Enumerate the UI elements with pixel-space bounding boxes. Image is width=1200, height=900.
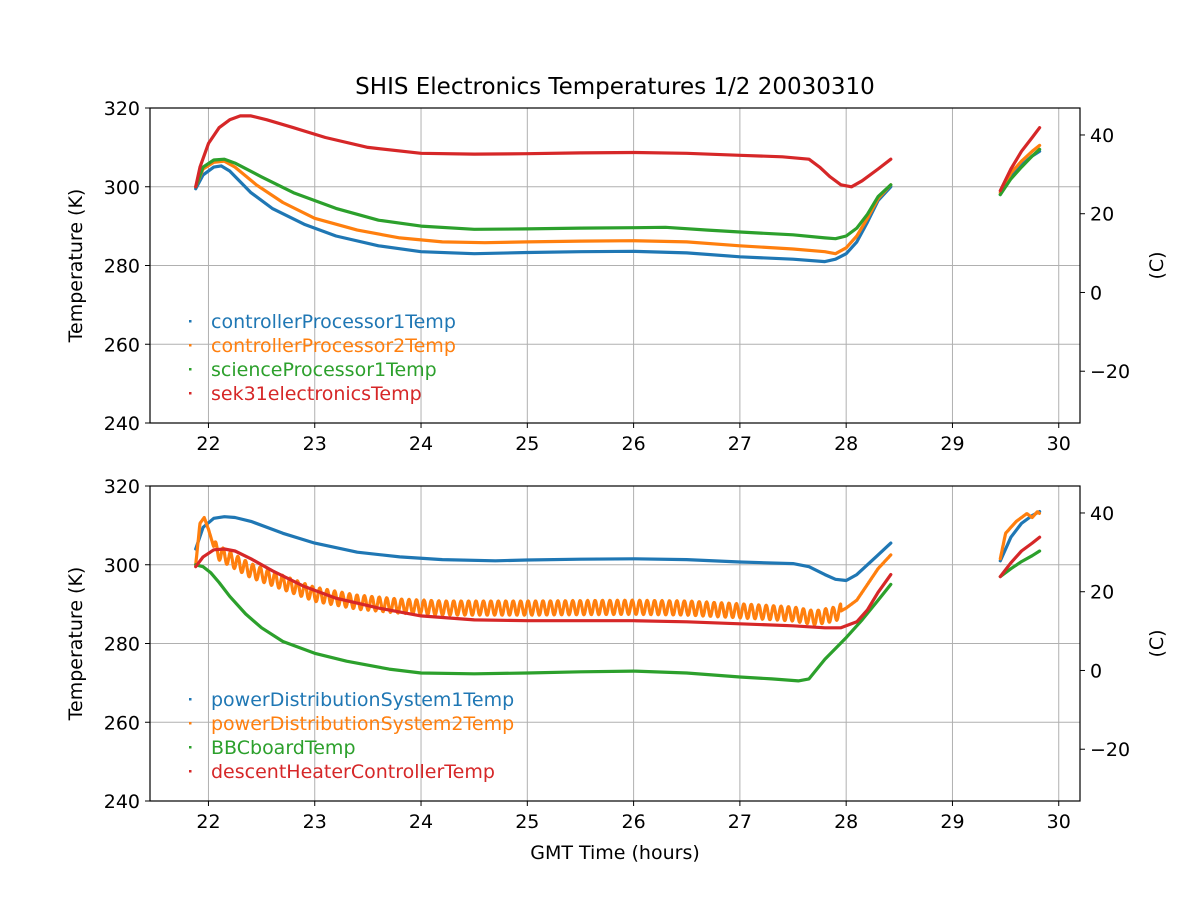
top-legend-marker bbox=[189, 368, 192, 371]
bottom-legend-marker bbox=[189, 698, 192, 701]
top-x-tick-label: 29 bbox=[940, 433, 964, 455]
bottom-series-BBCboardTemp-segment-2 bbox=[998, 549, 1042, 579]
bottom-x-tick-label: 28 bbox=[834, 811, 858, 833]
bottom-y2-axis-label: (C) bbox=[1146, 629, 1168, 657]
top-series-sek31electronicsTemp-segment-1 bbox=[194, 114, 893, 189]
top-x-tick-label: 26 bbox=[622, 433, 646, 455]
top-x-tick-label: 23 bbox=[303, 433, 327, 455]
top-y2-ticks: −20 0 20 40 bbox=[1080, 125, 1130, 383]
top-y2-axis-label: (C) bbox=[1146, 251, 1168, 279]
bottom-y-tick-label: 260 bbox=[104, 712, 140, 734]
bottom-legend-label: BBCboardTemp bbox=[211, 737, 356, 759]
top-legend-label: controllerProcessor1Temp bbox=[211, 311, 456, 333]
top-legend: controllerProcessor1TempcontrollerProces… bbox=[189, 311, 456, 405]
bottom-x-tick-label: 24 bbox=[409, 811, 433, 833]
bottom-series-powerDistributionSystem2Temp-segment-2 bbox=[998, 510, 1042, 561]
bottom-legend: powerDistributionSystem1TemppowerDistrib… bbox=[189, 689, 514, 783]
bottom-legend-label: powerDistributionSystem2Temp bbox=[211, 713, 514, 735]
top-legend-marker bbox=[189, 320, 192, 323]
top-y-ticks: 240 260 280 300 320 bbox=[104, 98, 150, 435]
bottom-legend-label: powerDistributionSystem1Temp bbox=[211, 689, 514, 711]
bottom-x-tick-label: 25 bbox=[515, 811, 539, 833]
bottom-series-descentHeaterControllerTemp-segment-2 bbox=[998, 535, 1042, 579]
top-x-ticks: 22 23 24 25 26 27 28 29 30 bbox=[196, 423, 1071, 455]
bottom-legend-label: descentHeaterControllerTemp bbox=[211, 761, 495, 783]
top-y2-tick-label: −20 bbox=[1090, 361, 1130, 383]
top-legend-label: scienceProcessor1Temp bbox=[211, 359, 437, 381]
top-y-tick-label: 280 bbox=[104, 256, 140, 278]
top-series bbox=[194, 114, 1042, 264]
top-x-tick-label: 27 bbox=[728, 433, 752, 455]
top-legend-marker bbox=[189, 392, 192, 395]
x-axis-label: GMT Time (hours) bbox=[530, 842, 700, 864]
top-y-tick-label: 240 bbox=[104, 413, 140, 435]
bottom-x-tick-label: 26 bbox=[622, 811, 646, 833]
top-x-tick-label: 25 bbox=[515, 433, 539, 455]
top-panel: 22 23 24 25 26 27 28 29 30 240 260 280 300 320 −20 0 2… bbox=[65, 98, 1168, 455]
bottom-grid bbox=[150, 486, 1080, 801]
top-y-tick-label: 320 bbox=[104, 98, 140, 120]
top-grid bbox=[150, 108, 1080, 423]
top-x-tick-label: 28 bbox=[834, 433, 858, 455]
bottom-y2-ticks: −20 0 20 40 bbox=[1080, 503, 1130, 761]
top-y2-tick-label: 0 bbox=[1090, 282, 1102, 304]
top-y-tick-label: 260 bbox=[104, 334, 140, 356]
top-legend-label: sek31electronicsTemp bbox=[211, 383, 422, 405]
bottom-x-tick-label: 23 bbox=[303, 811, 327, 833]
bottom-y-axis-label: Temperature (K) bbox=[65, 567, 87, 722]
top-x-tick-label: 30 bbox=[1047, 433, 1071, 455]
top-y-tick-label: 300 bbox=[104, 177, 140, 199]
bottom-series bbox=[194, 510, 1042, 683]
top-legend-label: controllerProcessor2Temp bbox=[211, 335, 456, 357]
bottom-series-descentHeaterControllerTemp-segment-1 bbox=[194, 547, 893, 630]
bottom-y-tick-label: 280 bbox=[104, 634, 140, 656]
top-series-scienceProcessor1Temp-segment-2 bbox=[998, 147, 1042, 197]
bottom-y2-tick-label: 20 bbox=[1090, 582, 1114, 604]
chart-title: SHIS Electronics Temperatures 1/2 200303… bbox=[355, 74, 875, 100]
bottom-y-tick-label: 300 bbox=[104, 555, 140, 577]
top-series-scienceProcessor1Temp-segment-1 bbox=[194, 157, 893, 241]
top-series-sek31electronicsTemp-segment-2 bbox=[998, 126, 1042, 193]
top-x-tick-label: 22 bbox=[196, 433, 220, 455]
bottom-y2-tick-label: −20 bbox=[1090, 739, 1130, 761]
bottom-y-ticks: 240 260 280 300 320 bbox=[104, 476, 150, 813]
bottom-y-tick-label: 240 bbox=[104, 791, 140, 813]
top-legend-marker bbox=[189, 344, 192, 347]
bottom-panel: 22 23 24 25 26 27 28 29 30 240 260 280 300 320 −20 0 2… bbox=[65, 476, 1168, 864]
top-series-controllerProcessor2Temp-segment-1 bbox=[194, 159, 893, 256]
bottom-x-tick-label: 27 bbox=[728, 811, 752, 833]
bottom-x-tick-label: 22 bbox=[196, 811, 220, 833]
bottom-legend-marker bbox=[189, 770, 192, 773]
top-x-tick-label: 24 bbox=[409, 433, 433, 455]
bottom-x-ticks: 22 23 24 25 26 27 28 29 30 bbox=[196, 801, 1071, 833]
bottom-x-tick-label: 30 bbox=[1047, 811, 1071, 833]
top-series-controllerProcessor1Temp-segment-1 bbox=[194, 164, 893, 264]
bottom-y2-tick-label: 0 bbox=[1090, 660, 1102, 682]
top-y2-tick-label: 20 bbox=[1090, 204, 1114, 226]
bottom-legend-marker bbox=[189, 722, 192, 725]
bottom-x-tick-label: 29 bbox=[940, 811, 964, 833]
bottom-series-powerDistributionSystem1Temp-segment-1 bbox=[194, 515, 893, 583]
bottom-legend-marker bbox=[189, 746, 192, 749]
top-y-axis-label: Temperature (K) bbox=[65, 189, 87, 344]
bottom-y-tick-label: 320 bbox=[104, 476, 140, 498]
bottom-series-BBCboardTemp-segment-1 bbox=[194, 563, 893, 683]
bottom-y2-tick-label: 40 bbox=[1090, 503, 1114, 525]
top-y2-tick-label: 40 bbox=[1090, 125, 1114, 147]
